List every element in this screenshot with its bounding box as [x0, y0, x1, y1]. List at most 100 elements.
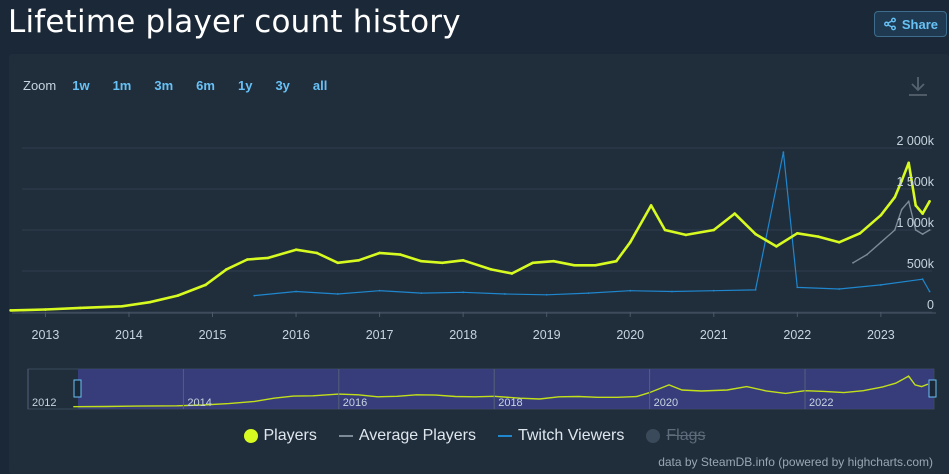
- share-label: Share: [901, 16, 938, 32]
- series-point-average-players: [928, 229, 931, 231]
- series-point-players: [928, 200, 931, 203]
- x-tick-label: 2014: [115, 328, 143, 342]
- series-point-players: [733, 212, 736, 215]
- zoom-1w-button[interactable]: 1w: [72, 78, 90, 93]
- page-title: Lifetime player count history: [8, 4, 461, 40]
- legend-players-symbol: [243, 429, 258, 443]
- series-point-players: [594, 263, 597, 267]
- legend-item-twitch-viewers[interactable]: Twitch Viewers: [497, 427, 625, 445]
- x-tick-label: 2023: [867, 328, 895, 342]
- series-point-players: [78, 306, 82, 310]
- series-point-players: [816, 235, 820, 238]
- chart-credits[interactable]: data by SteamDB.info (powered by highcha…: [658, 455, 933, 469]
- zoom-1y-button[interactable]: 1y: [237, 78, 253, 93]
- series-point-players: [148, 300, 152, 304]
- series-point-players: [921, 212, 924, 215]
- series-point-average-players: [879, 241, 882, 244]
- x-tick-label: 2019: [533, 328, 561, 342]
- x-tick-label: 2018: [449, 328, 477, 342]
- navigator-tick-label: 2022: [809, 397, 833, 409]
- series-point-players: [176, 294, 179, 297]
- series-point-players: [204, 283, 207, 287]
- series-point-players: [315, 251, 319, 255]
- zoom-controls: Zoom 1w 1m 3m 6m 1y 3y all: [23, 78, 350, 93]
- chart-legend: Players Average Players Twitch Viewers F…: [0, 427, 949, 445]
- series-point-twitch-viewers: [782, 151, 785, 154]
- x-tick-label: 2020: [616, 328, 644, 342]
- series-point-twitch-viewers: [928, 290, 931, 293]
- series-point-players: [914, 204, 917, 207]
- series-point-twitch-viewers: [629, 289, 632, 292]
- legend-twitch-viewers-label: Twitch Viewers: [517, 427, 625, 444]
- series-point-players: [684, 233, 688, 237]
- series-point-players: [399, 253, 402, 256]
- legend-item-average-players[interactable]: Average Players: [338, 427, 476, 445]
- series-point-twitch-viewers: [462, 291, 465, 294]
- series-point-players: [378, 251, 381, 255]
- legend-flags-symbol: [646, 429, 661, 443]
- navigator-left-handle[interactable]: [73, 379, 82, 398]
- series-point-twitch-viewers: [545, 293, 548, 296]
- navigator-tick-label: 2014: [187, 397, 211, 409]
- zoom-label: Zoom: [23, 78, 57, 93]
- legend-item-flags[interactable]: Flags: [646, 427, 706, 445]
- series-point-average-players: [852, 261, 854, 264]
- series-point-twitch-viewers: [879, 284, 882, 286]
- navigator-tick-label: 2020: [654, 397, 678, 409]
- series-point-twitch-viewers: [712, 289, 715, 292]
- series-point-players: [9, 309, 12, 312]
- series-point-twitch-viewers: [587, 292, 590, 295]
- y-tick-label: 1 000k: [896, 216, 934, 230]
- zoom-1m-button[interactable]: 1m: [112, 78, 132, 93]
- x-tick-label: 2016: [282, 328, 310, 342]
- series-point-players: [615, 259, 618, 263]
- series-point-twitch-viewers: [378, 289, 381, 292]
- series-point-players: [879, 213, 883, 217]
- series-point-twitch-viewers: [838, 288, 840, 290]
- navigator-tick-label: 2016: [343, 397, 367, 409]
- series-point-players: [440, 261, 444, 265]
- x-tick-label: 2017: [366, 328, 394, 342]
- x-tick-label: 2021: [700, 328, 728, 342]
- zoom-6m-button[interactable]: 6m: [196, 78, 215, 93]
- legend-flags-label: Flags: [666, 427, 706, 444]
- series-point-twitch-viewers: [796, 286, 799, 289]
- series-point-players: [712, 228, 716, 232]
- series-point-twitch-viewers: [754, 288, 757, 291]
- series-point-players: [510, 272, 514, 275]
- download-icon[interactable]: [907, 74, 929, 98]
- navigator-selection[interactable]: [78, 369, 934, 409]
- navigator-right-handle[interactable]: [928, 379, 937, 398]
- series-point-twitch-viewers: [504, 293, 506, 295]
- navigator-tick-label: 2012: [32, 397, 56, 409]
- legend-item-players[interactable]: Players: [243, 427, 317, 445]
- series-point-players: [649, 204, 653, 207]
- x-tick-label: 2015: [199, 328, 227, 342]
- series-point-players: [120, 304, 124, 308]
- series-point-players: [796, 231, 799, 235]
- series-point-players: [420, 259, 423, 263]
- series-line-players: [10, 161, 931, 312]
- zoom-3m-button[interactable]: 3m: [154, 78, 174, 93]
- series-line-twitch-viewers: [254, 151, 931, 297]
- zoom-3y-button[interactable]: 3y: [275, 78, 290, 93]
- share-button[interactable]: Share: [873, 11, 947, 37]
- series-point-players: [893, 195, 897, 199]
- series-point-players: [907, 161, 911, 165]
- series-point-players: [461, 259, 465, 262]
- series-point-twitch-viewers: [295, 290, 297, 293]
- series-point-players: [246, 258, 249, 261]
- legend-players-label: Players: [263, 427, 317, 444]
- zoom-all-button[interactable]: all: [312, 78, 328, 93]
- navigator-series-line: [73, 375, 929, 408]
- legend-twitch-viewers-symbol: [497, 435, 512, 437]
- series-point-average-players: [866, 253, 868, 256]
- series-point-average-players: [914, 229, 917, 231]
- series-point-twitch-viewers: [671, 290, 673, 293]
- legend-average-players-label: Average Players: [358, 427, 476, 444]
- series-point-players: [900, 179, 904, 183]
- series-point-players: [663, 228, 667, 232]
- y-tick-label: 0: [927, 298, 934, 312]
- series-point-players: [489, 268, 493, 271]
